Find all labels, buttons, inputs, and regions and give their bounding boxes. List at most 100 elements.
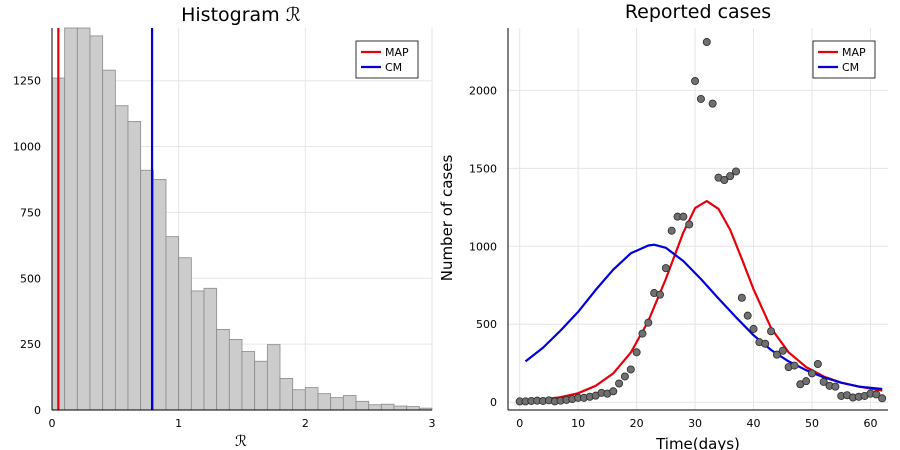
cases-data-point <box>767 327 776 336</box>
histogram-x-tick-label: 0 <box>49 417 56 430</box>
cases-panel: Reported cases 0 10 20 30 40 50 60 0 500 1000 1500… <box>438 1 888 450</box>
cases-data-point <box>644 318 653 327</box>
histogram-bar <box>152 179 167 411</box>
histogram-bar <box>355 400 370 411</box>
histogram-y-tick-label: 1000 <box>13 141 41 154</box>
cases-data-point <box>790 361 799 370</box>
cases-y-tick-label: 500 <box>476 318 497 331</box>
cases-data-point <box>661 264 670 273</box>
histogram-bar <box>114 105 129 411</box>
cases-data-point <box>726 172 735 181</box>
cases-data-point <box>831 382 840 391</box>
cases-points <box>515 38 887 406</box>
histogram-reference-lines <box>57 28 154 410</box>
histogram-legend: MAP CM <box>355 40 419 79</box>
histogram-bar <box>330 397 344 411</box>
cases-grid <box>508 28 888 410</box>
cases-data-point <box>626 365 635 374</box>
cases-y-label: Number of cases <box>438 155 456 282</box>
histogram-bar <box>368 404 382 411</box>
histogram-bar <box>64 27 78 411</box>
cases-y-tick-label: 1500 <box>469 162 497 175</box>
cases-model-lines <box>524 200 883 402</box>
cases-legend-label: CM <box>842 61 859 74</box>
cases-data-point <box>702 38 711 47</box>
cases-title: Reported cases <box>625 1 771 23</box>
histogram-bars <box>51 27 433 411</box>
cases-ticks: 0 10 20 30 40 50 60 0 500 1000 1500 2000 <box>469 84 877 430</box>
cases-data-point <box>656 290 665 299</box>
histogram-bar <box>241 351 256 411</box>
cases-data-point <box>691 77 700 86</box>
histogram-y-tick-label: 1250 <box>13 75 41 88</box>
histogram-y-tick-label: 750 <box>20 206 41 219</box>
cases-data-point <box>708 99 717 108</box>
histogram-bar <box>406 406 420 411</box>
cases-y-tick-label: 2000 <box>469 84 497 97</box>
histogram-bar <box>254 360 268 411</box>
histogram-bar <box>89 35 104 411</box>
histogram-bar <box>76 27 91 411</box>
histogram-x-label: ℛ <box>235 432 247 450</box>
histogram-bar <box>393 405 408 411</box>
histogram-x-tick-label: 2 <box>302 417 309 430</box>
cases-data-point <box>638 329 647 338</box>
cases-data-point <box>609 387 618 396</box>
cases-data-point <box>819 377 828 386</box>
histogram-title: Histogram ℛ <box>181 4 301 26</box>
histogram-bar <box>178 257 192 411</box>
histogram-bar <box>228 338 243 411</box>
cases-data-point <box>720 176 729 185</box>
cases-data-point <box>808 369 817 378</box>
histogram-bar <box>190 290 205 411</box>
histogram-ticks: 0 1 2 3 0 250 500 750 1000 1250 <box>13 75 436 430</box>
histogram-legend-label: CM <box>385 61 402 74</box>
cases-data-point <box>813 360 822 369</box>
cases-data-point <box>772 350 781 359</box>
cases-x-label: Time(days) <box>655 435 740 450</box>
cases-x-tick-label: 30 <box>688 417 702 430</box>
cases-cm-curve <box>524 243 883 391</box>
histogram-bar <box>342 395 357 411</box>
histogram-bar <box>165 236 180 411</box>
histogram-bar <box>216 328 230 411</box>
cases-x-tick-label: 40 <box>747 417 761 430</box>
cases-data-point <box>778 346 787 355</box>
histogram-bar <box>380 403 395 411</box>
cases-data-point <box>615 379 624 388</box>
histogram-panel: Histogram ℛ 0 1 2 3 0 250 500 750 1000 1250 ℛ MAP… <box>13 4 436 450</box>
cases-legend: MAP CM <box>812 40 876 79</box>
histogram-legend-box <box>355 40 419 79</box>
histogram-x-tick-label: 3 <box>429 417 436 430</box>
cases-data-point <box>743 311 752 320</box>
histogram-bar <box>203 287 218 411</box>
cases-data-point <box>872 390 881 399</box>
cases-data-point <box>620 372 629 381</box>
cases-data-point <box>679 212 688 221</box>
cases-y-tick-label: 1000 <box>469 240 497 253</box>
histogram-axes <box>51 28 432 411</box>
cases-data-point <box>802 377 811 386</box>
histogram-y-tick-label: 250 <box>20 338 41 351</box>
cases-map-curve <box>525 200 883 402</box>
histogram-bar <box>102 69 116 411</box>
cases-legend-label: MAP <box>842 46 866 59</box>
cases-x-tick-label: 0 <box>516 417 523 430</box>
cases-data-point <box>696 94 705 103</box>
cases-data-point <box>749 324 758 333</box>
histogram-bar <box>317 393 332 411</box>
cases-data-point <box>685 220 694 229</box>
histogram-bar <box>266 344 281 411</box>
cases-x-tick-label: 10 <box>571 417 585 430</box>
cases-data-point <box>761 339 770 348</box>
histogram-bar <box>127 121 142 411</box>
histogram-bar <box>304 387 319 411</box>
cases-data-point <box>632 348 641 357</box>
cases-legend-box <box>812 40 876 79</box>
histogram-bar <box>292 389 306 411</box>
cases-x-tick-label: 50 <box>805 417 819 430</box>
histogram-y-tick-label: 0 <box>34 404 41 417</box>
cases-data-point <box>667 226 676 235</box>
histogram-x-tick-label: 1 <box>175 417 182 430</box>
